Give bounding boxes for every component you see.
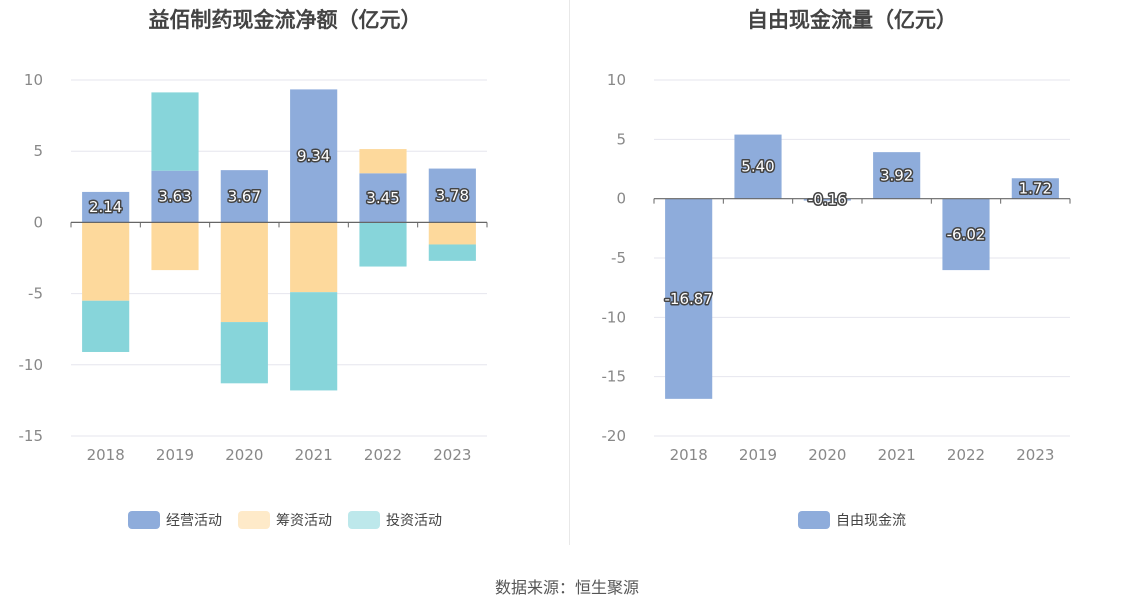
right-x-tick-label: 2018 [670, 446, 708, 464]
right-y-tick-label: -15 [602, 368, 627, 386]
left-legend-swatch [348, 511, 380, 529]
left-legend-label: 经营活动 [166, 513, 222, 529]
left-bar-2019-0[interactable] [151, 170, 199, 223]
right-x-tick-label: 2022 [947, 446, 985, 464]
left-bar-2020-1[interactable] [220, 222, 268, 323]
left-bar-2023-1[interactable] [428, 222, 476, 245]
right-y-tick-label: 5 [616, 130, 626, 148]
left-x-tick-label: 2021 [295, 446, 333, 464]
left-data-label-2018: 2.14 [89, 198, 122, 216]
right-chart-panel: 自由现金流量（亿元） 10 5 0 -5 -10 -15 -20 2018 2019 2020 20… [570, 0, 1134, 545]
left-bar-2021-0[interactable] [290, 89, 338, 223]
left-chart-title: 益佰制药现金流净额（亿元） [148, 8, 422, 32]
left-bar-2021-2[interactable] [290, 292, 338, 391]
right-bar-2019-0[interactable] [734, 134, 782, 199]
left-data-label-2023: 3.78 [436, 186, 469, 204]
left-legend-item[interactable]: 经营活动 [128, 510, 222, 530]
right-chart-legend: 自由现金流 [570, 510, 1134, 530]
right-legend-item[interactable]: 自由现金流 [798, 510, 906, 530]
right-x-tick-label: 2023 [1016, 446, 1054, 464]
left-bar-2020-2[interactable] [220, 322, 268, 384]
left-data-label-2019: 3.63 [158, 188, 191, 206]
left-bar-2023-2[interactable] [428, 244, 476, 261]
left-x-tick-label: 2022 [364, 446, 402, 464]
left-y-tick-label: -15 [19, 427, 44, 445]
left-legend-item[interactable]: 投资活动 [348, 510, 442, 530]
left-data-label-2020: 3.67 [228, 187, 261, 205]
right-x-tick-label: 2019 [739, 446, 777, 464]
left-chart-svg: 10 5 0 -5 -10 -15 2018 2019 2020 2021 2022 2023 2.14… [19, 71, 488, 464]
right-y-tick-label: -10 [602, 308, 627, 326]
left-x-tick-label: 2023 [433, 446, 471, 464]
left-bar-2019-1[interactable] [151, 222, 199, 271]
left-y-tick-label: 0 [33, 213, 43, 231]
left-bar-2020-0[interactable] [220, 170, 268, 223]
left-bar-2022-1[interactable] [359, 149, 407, 174]
right-x-tick-label: 2021 [878, 446, 916, 464]
right-x-tick-label: 2020 [808, 446, 846, 464]
right-data-label-2023: 1.72 [1019, 179, 1052, 197]
right-legend-swatch [798, 511, 830, 529]
right-data-label-2020: -0.16 [808, 191, 847, 209]
left-bar-2019-2[interactable] [151, 92, 199, 171]
right-bar-2023-0[interactable] [1011, 178, 1059, 199]
left-y-tick-label: 10 [24, 71, 43, 89]
data-source-footer: 数据来源：恒生聚源 [494, 578, 639, 597]
left-y-tick-label: -10 [19, 356, 44, 374]
left-data-label-2022: 3.45 [366, 189, 399, 207]
left-y-tick-label: 5 [33, 142, 43, 160]
left-legend-label: 筹资活动 [276, 513, 332, 529]
left-bar-2022-0[interactable] [359, 173, 407, 223]
left-legend-swatch [238, 511, 270, 529]
left-x-tick-label: 2018 [87, 446, 125, 464]
left-x-tick-label: 2019 [156, 446, 194, 464]
left-chart-legend: 经营活动 筹资活动 投资活动 [0, 510, 570, 530]
left-bar-2021-1[interactable] [290, 222, 338, 293]
right-bar-2021-0[interactable] [873, 152, 921, 199]
right-legend-label: 自由现金流 [836, 513, 906, 529]
left-bar-2018-2[interactable] [82, 300, 130, 352]
right-bar-2022-0[interactable] [942, 198, 990, 271]
left-y-tick-label: -5 [28, 285, 43, 303]
right-data-label-2022: -6.02 [947, 225, 986, 243]
right-y-tick-label: -20 [602, 427, 627, 445]
left-bar-2018-1[interactable] [82, 222, 130, 301]
panel-divider [569, 0, 570, 545]
right-data-label-2018: -16.87 [664, 290, 712, 308]
left-bar-2018-0[interactable] [82, 191, 130, 223]
left-legend-item[interactable]: 筹资活动 [238, 510, 332, 530]
left-bar-2023-0[interactable] [428, 168, 476, 223]
left-bar-2022-2[interactable] [359, 222, 407, 267]
left-chart-panel: 益佰制药现金流净额（亿元） 10 5 0 -5 -10 -15 2018 2019 2020 20… [0, 0, 570, 545]
right-chart-title: 自由现金流量（亿元） [747, 8, 957, 32]
right-chart-svg: 10 5 0 -5 -10 -15 -20 2018 2019 2020 2021 2022 2023 -… [602, 71, 1071, 464]
left-x-tick-label: 2020 [225, 446, 263, 464]
left-legend-label: 投资活动 [386, 513, 442, 529]
right-y-tick-label: -5 [611, 249, 626, 267]
right-y-tick-label: 10 [607, 71, 626, 89]
left-data-label-2021: 9.34 [297, 147, 330, 165]
right-bar-2018-0[interactable] [665, 198, 713, 399]
left-legend-swatch [128, 511, 160, 529]
right-data-label-2019: 5.40 [741, 158, 774, 176]
right-y-tick-label: 0 [616, 190, 626, 208]
right-data-label-2021: 3.92 [880, 166, 913, 184]
right-bar-2020-0[interactable] [803, 198, 851, 201]
